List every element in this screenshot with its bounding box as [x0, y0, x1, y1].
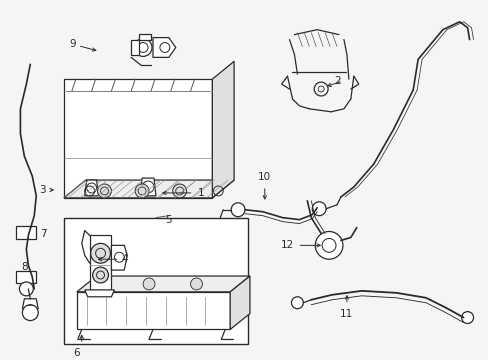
- Circle shape: [315, 231, 342, 259]
- Text: 7: 7: [40, 229, 47, 239]
- Circle shape: [143, 278, 155, 290]
- Polygon shape: [22, 299, 38, 309]
- Circle shape: [291, 297, 303, 309]
- Polygon shape: [140, 178, 156, 196]
- Polygon shape: [77, 276, 249, 292]
- Circle shape: [90, 243, 110, 263]
- Circle shape: [135, 184, 149, 198]
- Text: 8: 8: [21, 262, 28, 272]
- Bar: [64, 218, 247, 344]
- Polygon shape: [230, 276, 249, 329]
- Polygon shape: [89, 235, 111, 290]
- Circle shape: [134, 39, 152, 57]
- Circle shape: [461, 312, 472, 324]
- Circle shape: [96, 278, 107, 290]
- Text: 12: 12: [281, 240, 294, 250]
- Polygon shape: [17, 271, 36, 283]
- Polygon shape: [64, 180, 234, 198]
- Circle shape: [92, 267, 108, 283]
- Polygon shape: [153, 37, 175, 57]
- Polygon shape: [111, 246, 127, 270]
- Polygon shape: [64, 79, 212, 198]
- Text: 5: 5: [165, 215, 172, 225]
- Text: 10: 10: [258, 172, 271, 182]
- Circle shape: [190, 278, 202, 290]
- Text: 2: 2: [334, 76, 340, 86]
- Polygon shape: [131, 40, 139, 55]
- Polygon shape: [84, 180, 99, 196]
- Polygon shape: [17, 226, 36, 239]
- Circle shape: [98, 184, 111, 198]
- Polygon shape: [139, 33, 151, 40]
- Polygon shape: [77, 292, 230, 329]
- Text: 6: 6: [73, 348, 80, 358]
- Text: 3: 3: [40, 185, 46, 195]
- Text: 4: 4: [121, 254, 128, 264]
- Circle shape: [172, 184, 186, 198]
- Polygon shape: [84, 290, 114, 297]
- Circle shape: [22, 305, 38, 320]
- Polygon shape: [212, 61, 234, 198]
- Circle shape: [20, 282, 33, 296]
- Circle shape: [312, 202, 325, 216]
- Text: 9: 9: [69, 39, 76, 49]
- Text: 11: 11: [340, 309, 353, 319]
- Circle shape: [231, 203, 244, 217]
- Text: 1: 1: [197, 188, 203, 198]
